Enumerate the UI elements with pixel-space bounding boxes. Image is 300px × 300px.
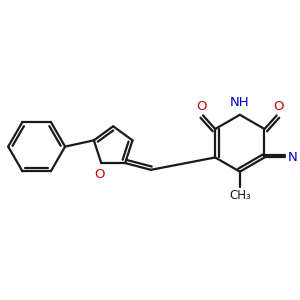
Text: N: N [287,151,297,164]
Text: O: O [273,100,283,113]
Text: NH: NH [230,96,250,110]
Text: O: O [94,168,104,181]
Text: O: O [196,100,207,113]
Text: CH₃: CH₃ [229,189,251,202]
